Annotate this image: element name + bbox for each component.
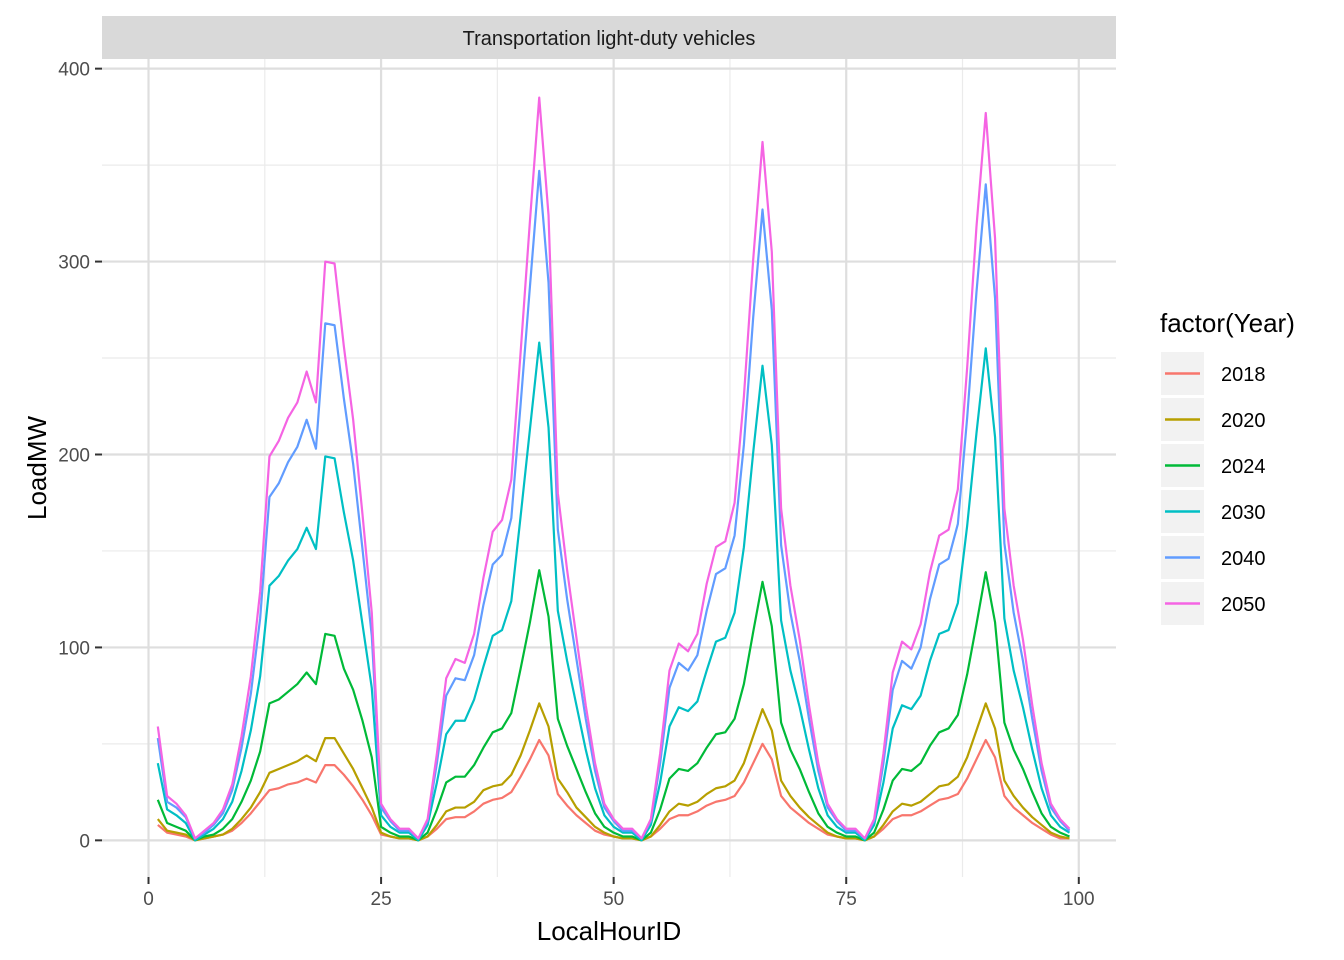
legend-label-2018: 2018 — [1221, 364, 1266, 386]
y-tick-label: 0 — [79, 831, 90, 852]
y-tick-label: 200 — [58, 445, 90, 466]
minor-gridlines — [102, 59, 1116, 877]
y-tick-label: 300 — [58, 253, 90, 274]
y-tick-label: 400 — [58, 60, 90, 81]
x-tick-label: 50 — [603, 889, 624, 910]
legend-label-2030: 2030 — [1221, 502, 1266, 524]
y-axis: 0 100 200 300 400 — [58, 60, 102, 852]
series-lines — [156, 96, 1071, 842]
x-tick-label: 0 — [143, 889, 154, 910]
y-axis-title: LoadMW — [22, 416, 52, 520]
y-tick-label: 100 — [58, 638, 90, 659]
x-tick-label: 25 — [371, 889, 392, 910]
legend-title: factor(Year) — [1160, 308, 1295, 338]
plot-panel — [102, 59, 1116, 877]
x-tick-label: 100 — [1063, 889, 1095, 910]
series-line-2024 — [156, 569, 1070, 842]
series-line-2040 — [156, 169, 1071, 840]
legend-label-2024: 2024 — [1221, 456, 1266, 478]
x-axis-title: LocalHourID — [537, 916, 682, 946]
series-line-2050 — [156, 96, 1071, 840]
facet-strip — [102, 16, 1116, 59]
legend: factor(Year) 2018 2020 2024 2030 2040 2050 — [1160, 308, 1295, 625]
legend-label-2050: 2050 — [1221, 594, 1266, 616]
x-tick-label: 75 — [836, 889, 857, 910]
facet-title: Transportation light-duty vehicles — [463, 28, 756, 50]
series-line-2020 — [156, 702, 1070, 842]
legend-label-2020: 2020 — [1221, 410, 1266, 432]
series-line-2030 — [156, 341, 1071, 842]
x-axis: 0 25 50 75 100 — [143, 877, 1095, 910]
legend-label-2040: 2040 — [1221, 548, 1266, 570]
